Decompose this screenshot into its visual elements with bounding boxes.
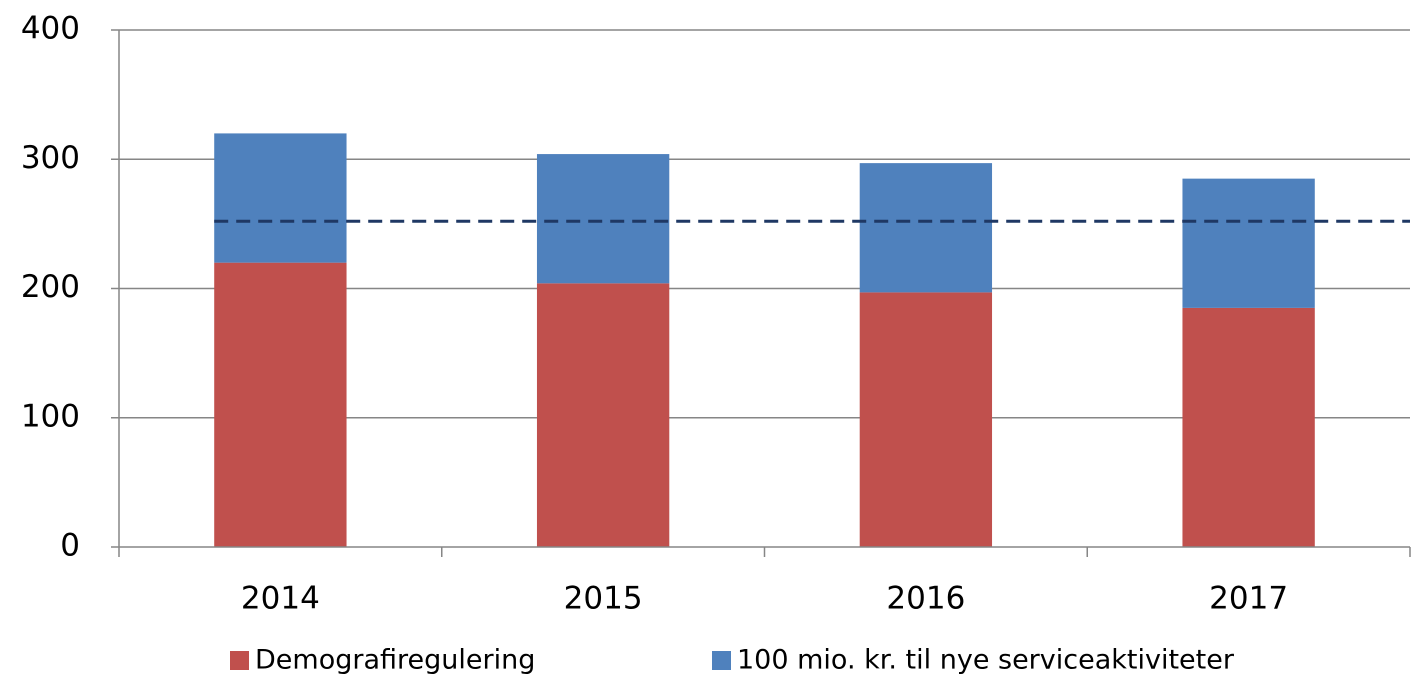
legend-swatch xyxy=(230,651,249,670)
bar-segment xyxy=(859,292,993,547)
x-tick-label: 2014 xyxy=(241,581,320,617)
y-tick-label: 400 xyxy=(21,11,80,47)
legend-swatch xyxy=(712,651,731,670)
legend-label: 100 mio. kr. til nye serviceaktiviteter xyxy=(737,645,1235,676)
bar-segment xyxy=(1182,178,1315,308)
bar-segment xyxy=(536,154,670,284)
x-tick-label: 2017 xyxy=(1209,581,1288,617)
bar-segment xyxy=(859,163,993,293)
y-tick-label: 0 xyxy=(60,528,80,564)
bar-segment xyxy=(214,262,347,547)
x-tick-label: 2015 xyxy=(564,581,643,617)
bar-segment xyxy=(1182,307,1315,547)
y-tick-label: 100 xyxy=(21,398,80,434)
bar-segment xyxy=(214,133,347,263)
bar-segment xyxy=(536,283,670,547)
x-tick-label: 2016 xyxy=(886,581,965,617)
y-tick-label: 300 xyxy=(21,140,80,176)
legend-label: Demografiregulering xyxy=(255,645,535,676)
y-tick-label: 200 xyxy=(21,269,80,305)
